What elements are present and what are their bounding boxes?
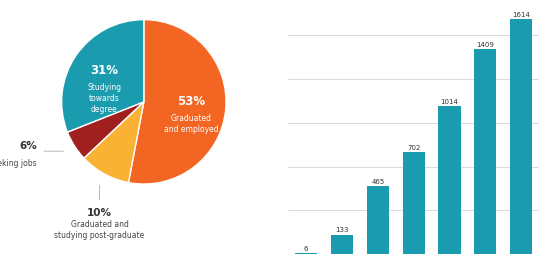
Text: 1614: 1614 — [512, 12, 530, 18]
Text: 53%: 53% — [177, 95, 205, 108]
Bar — [510, 20, 532, 254]
Text: 133: 133 — [335, 227, 349, 232]
Text: Seeking jobs: Seeking jobs — [0, 158, 37, 167]
Bar — [331, 235, 353, 254]
Bar — [403, 152, 425, 254]
Bar — [474, 50, 496, 254]
Text: 31%: 31% — [91, 64, 119, 76]
Wedge shape — [84, 102, 144, 183]
Wedge shape — [61, 21, 144, 133]
Text: 6: 6 — [304, 245, 308, 251]
Bar — [295, 253, 317, 254]
Text: 465: 465 — [371, 178, 384, 184]
Bar — [438, 107, 460, 254]
Bar — [367, 186, 389, 254]
Wedge shape — [128, 21, 226, 184]
Text: 1409: 1409 — [476, 41, 494, 47]
Wedge shape — [67, 102, 144, 158]
Text: Studying
towards
degree: Studying towards degree — [87, 82, 121, 113]
Text: 1014: 1014 — [440, 99, 458, 105]
Text: Graduated
and employed: Graduated and employed — [164, 114, 219, 134]
Text: 10%: 10% — [87, 207, 112, 217]
Text: 702: 702 — [407, 144, 420, 150]
Text: 6%: 6% — [19, 141, 37, 151]
Text: Graduated and
studying post-graduate: Graduated and studying post-graduate — [54, 219, 144, 240]
